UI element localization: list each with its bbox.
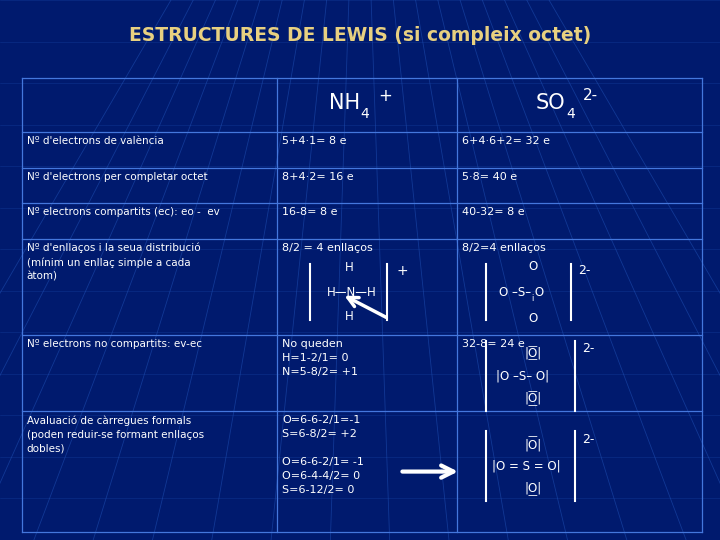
Text: +: + <box>379 86 392 105</box>
Text: +: + <box>396 264 408 278</box>
Text: ESTRUCTURES DE LEWIS (si compleix octet): ESTRUCTURES DE LEWIS (si compleix octet) <box>129 25 591 45</box>
Text: O: O <box>528 312 537 325</box>
Text: Avaluació de càrregues formals
(poden reduir-se formant enllaços
dobles): Avaluació de càrregues formals (poden re… <box>27 415 204 454</box>
Text: 5·8= 40 e: 5·8= 40 e <box>462 172 518 182</box>
Text: 8/2=4 enllaços: 8/2=4 enllaços <box>462 242 546 253</box>
Text: No queden
H=1-2/1= 0
N=5-8/2= +1: No queden H=1-2/1= 0 N=5-8/2= +1 <box>282 339 359 377</box>
Text: H: H <box>345 310 354 323</box>
Text: —: — <box>528 386 538 396</box>
Text: Nº d'enllaços i la seua distribució
(mínim un enllaç simple a cada
àtom): Nº d'enllaços i la seua distribució (mín… <box>27 242 200 282</box>
Text: 40-32= 8 e: 40-32= 8 e <box>462 207 525 217</box>
Text: 8+4·2= 16 e: 8+4·2= 16 e <box>282 172 354 182</box>
Text: —: — <box>528 401 538 410</box>
Text: 6+4·6+2= 32 e: 6+4·6+2= 32 e <box>462 136 550 146</box>
Text: 2-: 2- <box>582 342 594 355</box>
Text: H—N—H: H—N—H <box>327 286 377 299</box>
Text: —: — <box>528 431 538 442</box>
Text: NH: NH <box>329 93 360 113</box>
Text: 5+4·1= 8 e: 5+4·1= 8 e <box>282 136 347 146</box>
Text: —: — <box>528 490 538 500</box>
Text: SO: SO <box>536 93 565 113</box>
Text: |O|: |O| <box>524 392 541 405</box>
Text: Nº d'electrons de valència: Nº d'electrons de valència <box>27 136 163 146</box>
Text: 32-8= 24 e: 32-8= 24 e <box>462 339 525 349</box>
Text: Nº electrons compartits (ec): eo -  ev: Nº electrons compartits (ec): eo - ev <box>27 207 220 217</box>
Text: 2-: 2- <box>582 433 594 446</box>
Text: H: H <box>345 261 354 274</box>
Text: |O = S = O|: |O = S = O| <box>492 460 560 472</box>
Text: 16-8= 8 e: 16-8= 8 e <box>282 207 338 217</box>
Text: —: — <box>528 341 538 351</box>
Text: 2-: 2- <box>578 264 590 277</box>
Text: O –S– O: O –S– O <box>499 286 544 299</box>
Text: i: i <box>531 294 534 303</box>
Text: 4: 4 <box>361 107 369 121</box>
Text: O: O <box>528 260 537 273</box>
Text: |O –S– O|: |O –S– O| <box>496 369 549 382</box>
Text: |O|: |O| <box>524 347 541 360</box>
Text: —: — <box>528 355 538 365</box>
Text: 4: 4 <box>566 107 575 121</box>
Text: Nº electrons no compartits: ev-ec: Nº electrons no compartits: ev-ec <box>27 339 202 349</box>
Text: 2-: 2- <box>583 88 598 103</box>
Text: |O|: |O| <box>524 481 541 494</box>
Text: Nº d'electrons per completar octet: Nº d'electrons per completar octet <box>27 172 207 182</box>
Text: 8/2 = 4 enllaços: 8/2 = 4 enllaços <box>282 242 373 253</box>
Text: |O|: |O| <box>524 438 541 451</box>
Text: O=6-6-2/1=-1
S=6-8/2= +2

O=6-6-2/1= -1
O=6-4-4/2= 0
S=6-12/2= 0: O=6-6-2/1=-1 S=6-8/2= +2 O=6-6-2/1= -1 O… <box>282 415 364 495</box>
